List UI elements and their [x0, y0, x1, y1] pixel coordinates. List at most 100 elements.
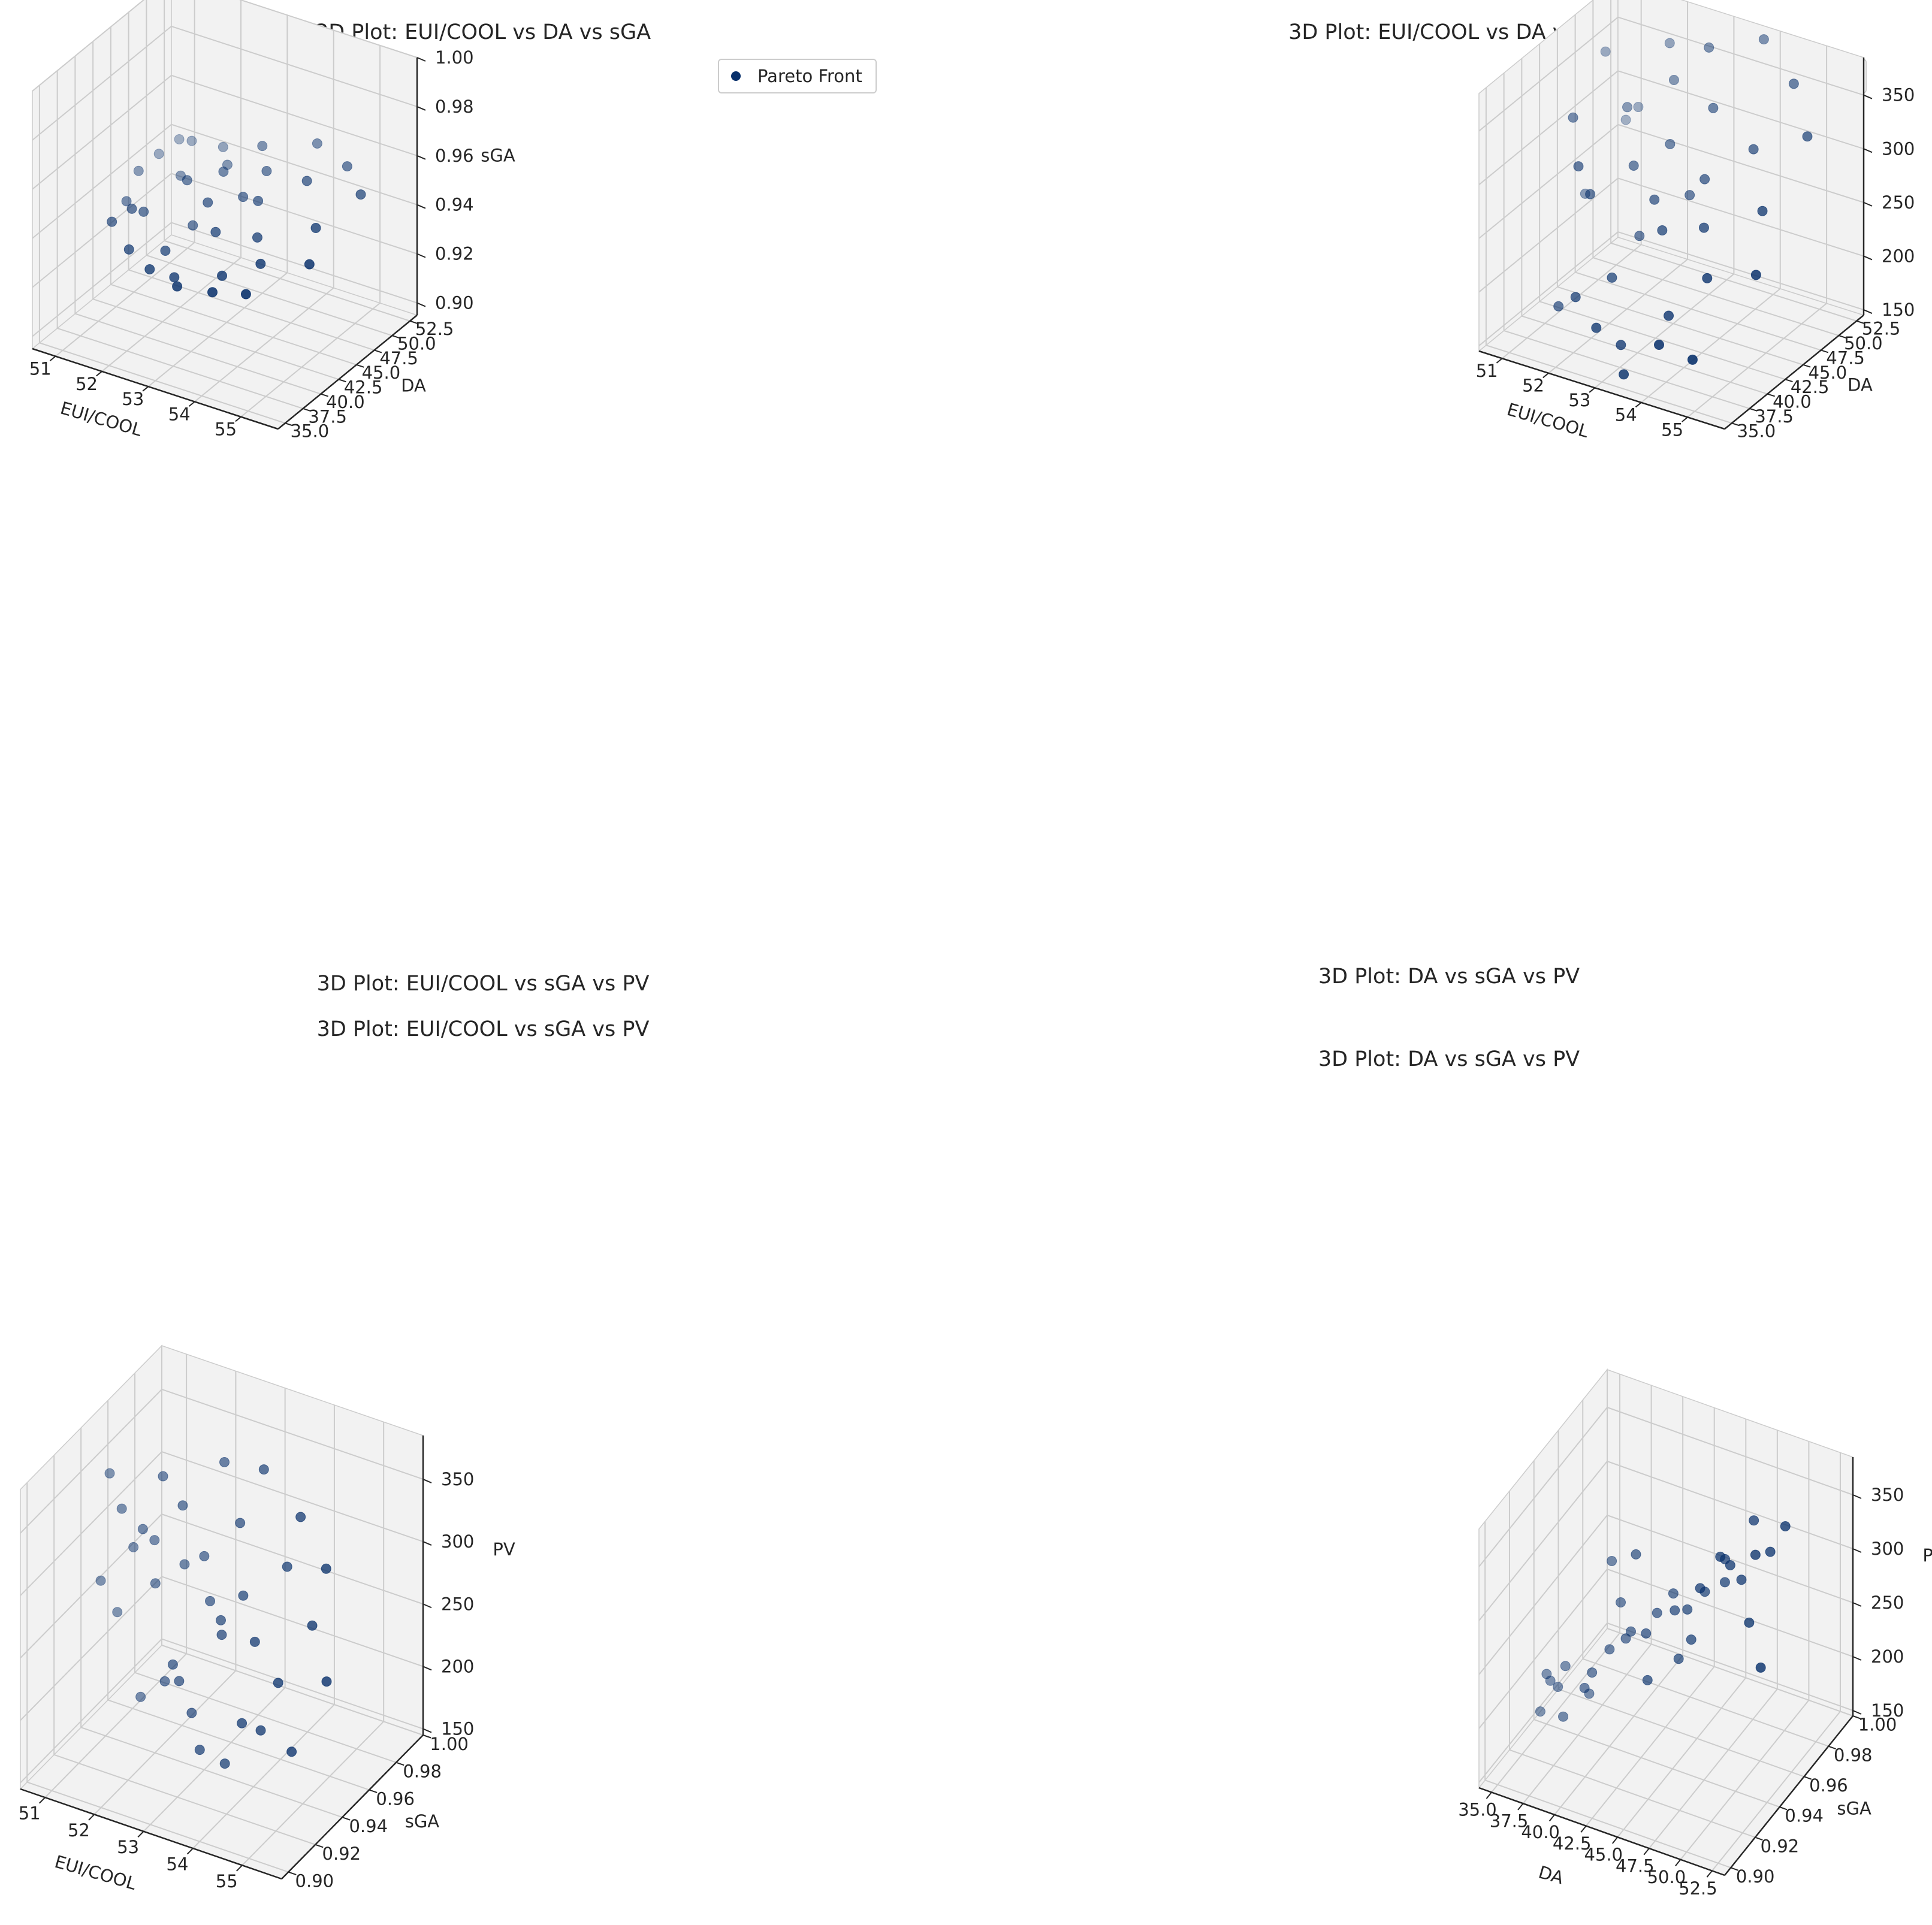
- chart-title: 3D Plot: EUI/COOL vs DA vs sGA: [315, 20, 651, 44]
- y-tick-label: 47.5: [1826, 347, 1865, 368]
- y-tick-label: 37.5: [308, 406, 347, 427]
- tick-mark-z: [416, 155, 426, 160]
- data-point: [255, 258, 266, 269]
- grid-line-x: [1554, 1655, 1683, 1815]
- tick-mark-y: [1839, 335, 1846, 339]
- data-point: [1668, 74, 1679, 85]
- data-point: [1725, 1560, 1735, 1571]
- grid-line-x: [1680, 1700, 1810, 1860]
- grid-line-z: [20, 1638, 162, 1784]
- tick-mark-x: [1542, 373, 1549, 379]
- grid-line-z: [1478, 16, 1619, 132]
- data-point: [1755, 1662, 1766, 1673]
- data-point: [1619, 369, 1629, 380]
- tick-mark-z: [1863, 255, 1873, 261]
- data-point: [286, 1746, 297, 1757]
- tick-mark-y: [396, 1761, 404, 1766]
- z-tick-label: 250: [441, 1594, 474, 1614]
- grid-line-y: [26, 1781, 289, 1873]
- data-point: [1736, 1575, 1747, 1585]
- tick-mark-y: [338, 379, 346, 383]
- z-tick-label: 200: [1871, 1646, 1904, 1667]
- data-point: [1579, 1682, 1590, 1693]
- tick-mark-x: [1682, 416, 1688, 422]
- y-tick-label: 42.5: [1791, 377, 1830, 397]
- x-tick-label: 52: [76, 374, 98, 394]
- y-tick-label: 45.0: [1809, 362, 1848, 383]
- data-point: [253, 195, 264, 206]
- x-tick-label: 55: [215, 419, 237, 440]
- grid-line-y: [1593, 257, 1839, 337]
- data-point: [1620, 114, 1631, 125]
- tick-mark-y: [356, 364, 364, 368]
- data-point: [186, 135, 197, 146]
- data-point: [235, 1518, 246, 1528]
- z-tick-label: 0.96: [435, 146, 474, 166]
- grid-line-y: [1533, 1719, 1780, 1808]
- grid-line-z: [1478, 1461, 1608, 1621]
- data-point: [174, 134, 185, 144]
- data-point: [1622, 102, 1632, 113]
- grid-line-y: [1607, 1628, 1853, 1717]
- grid-line-y: [107, 1699, 370, 1791]
- x-axis-label: EUI/COOL: [52, 1851, 138, 1894]
- grid-line-y: [1558, 1688, 1804, 1778]
- tick-mark-y: [1852, 1715, 1861, 1719]
- data-point: [135, 1691, 146, 1702]
- data-point: [1665, 138, 1676, 149]
- data-point: [321, 1563, 331, 1574]
- data-point: [207, 287, 218, 298]
- data-point: [1604, 1644, 1615, 1655]
- data-point: [1616, 1597, 1626, 1608]
- data-point: [1765, 1546, 1776, 1557]
- grid-line-y: [110, 283, 357, 365]
- data-point: [1616, 340, 1626, 350]
- z-tick-label: 350: [441, 1469, 474, 1489]
- data-point: [199, 1551, 210, 1561]
- data-point: [1687, 354, 1698, 365]
- data-point: [149, 1535, 160, 1546]
- data-point: [1628, 161, 1639, 171]
- data-point: [1652, 1607, 1662, 1618]
- data-point: [1748, 144, 1759, 155]
- legend: Pareto Front: [718, 59, 877, 93]
- grid-line-z: [20, 1513, 162, 1658]
- x-tick-label: 51: [19, 1803, 41, 1824]
- data-point: [1698, 222, 1709, 233]
- grid-line-z: [161, 1576, 424, 1667]
- x-axis-line: [32, 347, 279, 430]
- data-point: [104, 1468, 115, 1479]
- z-tick-label: 200: [441, 1656, 474, 1676]
- data-point: [1631, 1549, 1641, 1560]
- grid-line-z: [32, 0, 145, 92]
- data-point: [219, 1758, 230, 1769]
- data-point: [158, 1471, 168, 1482]
- tick-mark-y: [374, 349, 382, 353]
- tick-mark-x: [1706, 1870, 1713, 1878]
- y-tick-label: 50.0: [1844, 333, 1883, 353]
- tick-mark-x: [236, 1864, 243, 1872]
- y-axis-line: [281, 1734, 424, 1879]
- data-point: [1641, 1628, 1652, 1639]
- tick-mark-z: [1863, 94, 1873, 99]
- data-point: [1553, 1682, 1563, 1693]
- z-tick-label: 0.98: [435, 96, 474, 117]
- x-tick-label: 45.0: [1584, 1845, 1623, 1865]
- data-point: [1715, 1551, 1726, 1562]
- grid-line-z: [1607, 1461, 1853, 1549]
- data-point: [1649, 194, 1660, 205]
- data-point: [1670, 1605, 1680, 1616]
- tick-mark-x: [49, 355, 56, 362]
- data-point: [240, 289, 251, 300]
- z-tick-label: 350: [1882, 85, 1915, 105]
- data-point: [321, 1676, 332, 1687]
- chart-title: 3D Plot: DA vs sGA vs PV: [1318, 965, 1580, 989]
- data-point: [177, 1500, 188, 1511]
- data-point: [1585, 189, 1596, 200]
- data-point: [238, 192, 249, 203]
- data-point: [1664, 310, 1674, 321]
- left-pane: [32, 0, 172, 350]
- data-point: [107, 216, 117, 227]
- data-point: [1607, 272, 1617, 283]
